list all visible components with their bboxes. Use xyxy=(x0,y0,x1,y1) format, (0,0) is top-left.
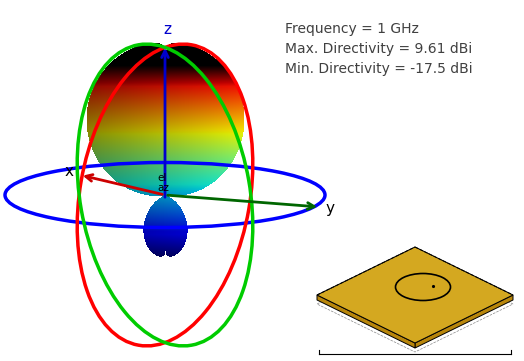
Text: z: z xyxy=(163,22,171,37)
Polygon shape xyxy=(317,256,513,352)
Polygon shape xyxy=(415,295,513,348)
Text: Min. Directivity = -17.5 dBi: Min. Directivity = -17.5 dBi xyxy=(285,62,473,76)
Text: el: el xyxy=(157,173,167,183)
Text: Frequency = 1 GHz: Frequency = 1 GHz xyxy=(285,22,419,36)
Text: x: x xyxy=(65,164,74,178)
Polygon shape xyxy=(317,295,415,348)
Text: Max. Directivity = 9.61 dBi: Max. Directivity = 9.61 dBi xyxy=(285,42,472,56)
Text: y: y xyxy=(326,201,335,217)
Polygon shape xyxy=(317,247,513,343)
Text: az: az xyxy=(157,183,169,193)
